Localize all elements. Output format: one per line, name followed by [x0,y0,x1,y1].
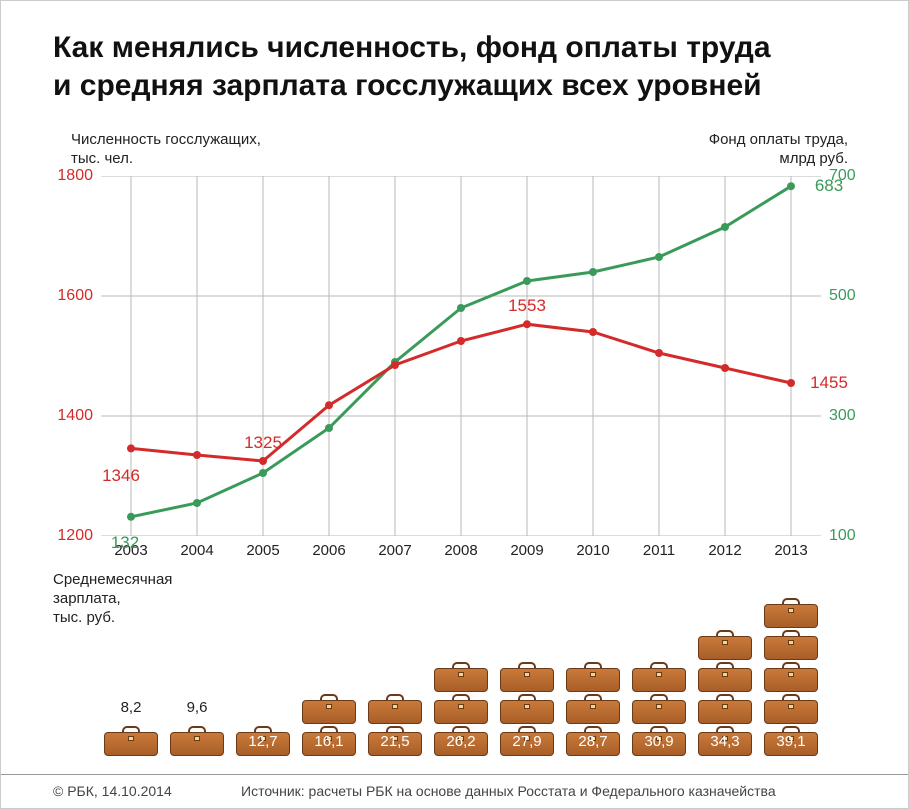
briefcase-icon [632,694,686,724]
briefcase-icon [698,630,752,660]
y-right-tick: 300 [829,407,856,425]
briefcase-icon [500,662,554,692]
briefcase-icon [698,662,752,692]
copyright-text: © РБК, 14.10.2014 [53,783,172,799]
salary-column: 26,2 [432,660,490,756]
x-tick: 2013 [774,542,807,559]
x-tick: 2010 [576,542,609,559]
salary-pictogram: 8,29,612,716,121,526,227,928,730,934,339… [101,571,821,756]
briefcase-icon [104,726,158,756]
briefcase-icon [764,662,818,692]
line-chart: 1200140016001800100300500700200320042005… [101,176,821,536]
y-left-tick: 1800 [57,167,93,185]
salary-value: 21,5 [380,733,409,750]
chart-title: Как менялись численность, фонд оплаты тр… [53,29,771,104]
right-axis-label: Фонд оплаты труда,млрд руб. [709,131,848,169]
infographic-root: Как менялись численность, фонд оплаты тр… [0,0,909,809]
y-left-tick: 1600 [57,287,93,305]
briefcase-icon [632,662,686,692]
briefcase-icon [500,694,554,724]
briefcase-icon [764,694,818,724]
briefcase-icon [434,662,488,692]
salary-column: 12,7 [234,724,292,756]
salary-value: 16,1 [314,733,343,750]
series-label: 1553 [508,296,546,316]
series-label: 1346 [102,466,140,486]
left-axis-label: Численность госслужащих,тыс. чел. [71,131,261,169]
salary-value: 39,1 [776,733,805,750]
briefcase-icon [764,630,818,660]
series-label: 132 [111,533,139,553]
y-right-tick: 100 [829,527,856,545]
briefcase-icon [368,694,422,724]
salary-column: 39,1 [762,596,820,756]
x-tick: 2007 [378,542,411,559]
x-tick: 2012 [708,542,741,559]
briefcase-icon [566,662,620,692]
salary-value: 26,2 [446,733,475,750]
series-label: 1455 [810,373,848,393]
x-tick: 2009 [510,542,543,559]
salary-column: 16,1 [300,692,358,756]
source-text: Источник: расчеты РБК на основе данных Р… [241,783,776,799]
series-label: 683 [815,176,843,196]
salary-column: 27,9 [498,660,556,756]
salary-value: 28,7 [578,733,607,750]
briefcase-icon [566,694,620,724]
salary-column: 30,9 [630,660,688,756]
briefcase-icon [764,598,818,628]
x-tick: 2011 [643,542,675,559]
briefcase-icon [170,726,224,756]
x-tick: 2008 [444,542,477,559]
salary-value: 30,9 [644,733,673,750]
salary-value: 12,7 [248,733,277,750]
briefcase-icon [698,694,752,724]
briefcase-icon [434,694,488,724]
salary-column: 8,2 [102,724,160,756]
salary-value: 9,6 [187,699,208,716]
salary-value: 8,2 [121,699,142,716]
x-tick: 2005 [246,542,279,559]
x-tick: 2006 [312,542,345,559]
briefcase-icon [302,694,356,724]
salary-column: 28,7 [564,660,622,756]
salary-value: 27,9 [512,733,541,750]
y-left-tick: 1200 [57,527,93,545]
footer: © РБК, 14.10.2014 Источник: расчеты РБК … [1,774,908,808]
salary-column: 34,3 [696,628,754,756]
y-right-tick: 500 [829,287,856,305]
salary-column: 9,6 [168,724,226,756]
y-left-tick: 1400 [57,407,93,425]
salary-value: 34,3 [710,733,739,750]
x-tick: 2004 [180,542,213,559]
salary-column: 21,5 [366,692,424,756]
series-label: 1325 [244,433,282,453]
